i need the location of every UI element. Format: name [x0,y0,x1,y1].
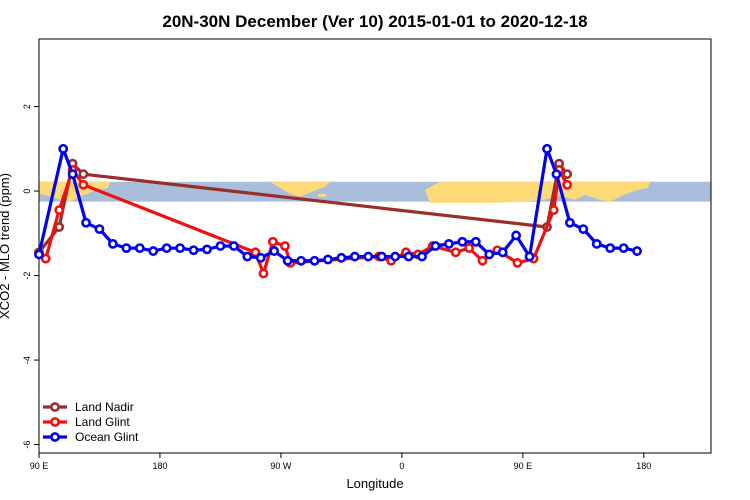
data-point [457,236,468,247]
series-ocean-glint [34,143,642,266]
data-point [202,244,212,255]
legend-item: Land Glint [43,415,130,429]
data-point [296,255,306,266]
data-point [605,243,616,254]
map-land-2 [318,193,326,197]
data-point [81,217,91,228]
data-point [121,243,132,254]
legend-label: Land Glint [75,415,130,429]
data-point [524,251,535,262]
data-point [336,252,347,263]
data-point [564,217,575,228]
data-point [280,241,290,251]
x-tick-label-1: 180 [152,461,167,471]
data-point [548,205,559,215]
data-point [349,251,360,262]
x-tick-label-4: 90 E [514,461,533,471]
map-land-4 [575,181,650,202]
data-point [188,245,199,256]
plot-frame [38,38,712,454]
data-point [512,257,523,268]
data-point [511,230,522,241]
legend-label: Land Nadir [75,400,134,414]
x-axis: 90 E 180 90 W 0 90 E 180 [30,453,651,471]
data-point [323,254,333,265]
data-point [430,241,441,251]
chart-title: 20N-30N December (Ver 10) 2015-01-01 to … [162,12,587,31]
y-axis: 2 0 -2 -4 -6 [22,104,39,449]
data-point [269,246,280,256]
data-point [444,238,454,249]
data-point [309,255,320,266]
data-point [34,249,44,260]
data-point [376,251,387,262]
data-point [282,255,293,266]
series-group [34,143,642,279]
data-point [470,236,481,247]
data-point [78,169,89,180]
x-axis-label: Longitude [346,476,403,491]
map-land-3 [425,181,590,203]
data-point [148,246,159,256]
y-tick-label-3: -4 [22,356,32,364]
legend-marker [50,432,60,442]
data-point [464,243,474,254]
y-tick-label-4: -6 [22,441,32,449]
data-point [578,224,589,235]
legend-item: Ocean Glint [43,430,139,444]
data-point [78,179,89,190]
data-point [228,241,239,251]
data-point [255,252,266,263]
map-band [39,181,711,203]
x-tick-label-2: 90 W [270,461,292,471]
data-point [542,143,552,154]
series-line [37,162,569,254]
data-point [477,255,488,266]
data-point [591,238,602,249]
data-point [390,251,401,262]
x-tick-label-3: 0 [399,461,404,471]
legend-marker [50,402,60,412]
data-point [484,249,495,260]
data-point [58,143,69,154]
data-point [363,251,374,262]
data-point [267,236,278,247]
data-point [497,247,508,258]
legend-item: Land Nadir [43,400,134,414]
data-point [403,251,414,262]
y-axis-label: XCO2 - MLO trend (ppm) [0,173,12,319]
map-land-1 [270,181,330,197]
data-point [562,169,573,180]
data-point [632,246,642,256]
data-point [551,169,562,180]
data-point [417,251,427,262]
data-point [450,247,461,258]
y-tick-label-0: 2 [22,104,32,109]
y-tick-label-1: 0 [22,189,32,194]
data-point [67,169,78,180]
data-point [215,241,226,251]
data-point [562,179,573,190]
data-point [175,243,186,254]
data-point [94,224,105,235]
data-point [134,243,145,254]
legend-marker [50,417,60,427]
data-point [258,268,269,279]
data-point [242,251,253,262]
data-point [40,253,51,264]
legend-label: Ocean Glint [75,430,139,444]
x-tick-label-5: 180 [636,461,651,471]
data-point [108,238,118,249]
y-tick-label-2: -2 [22,272,32,280]
x-tick-label-0: 90 E [30,461,49,471]
data-point [54,205,65,215]
data-point [618,243,629,254]
data-point [161,243,172,254]
